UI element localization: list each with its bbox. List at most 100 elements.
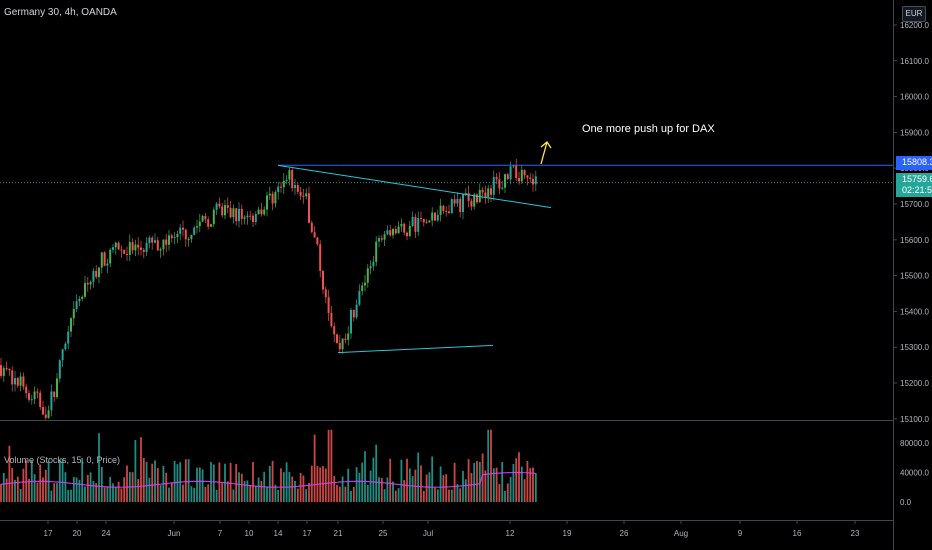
volume-axis: 80000.0 40000.0 0.0 xyxy=(900,439,929,507)
candle-body xyxy=(131,242,134,251)
volume-bar xyxy=(81,457,84,502)
candle-body xyxy=(106,263,109,266)
volume-bar xyxy=(165,472,168,502)
price-tick-label: 15600.0 xyxy=(900,236,929,245)
price-tick-label: 16000.0 xyxy=(900,93,929,102)
candle-body xyxy=(431,212,434,221)
candle-body xyxy=(324,289,327,298)
candle-body xyxy=(47,410,50,418)
candle-body xyxy=(226,205,229,208)
candle-body xyxy=(75,301,78,309)
volume-bar xyxy=(333,476,336,502)
price-tick-label: 15400.0 xyxy=(900,307,929,316)
candle-body xyxy=(378,238,380,242)
candle-body xyxy=(400,223,403,227)
candle-body xyxy=(134,244,137,251)
volume-bar xyxy=(526,460,529,502)
candle-body xyxy=(50,391,53,411)
volume-bar xyxy=(201,469,204,502)
volume-bar xyxy=(112,483,114,502)
volume-bar xyxy=(453,462,456,502)
volume-bar xyxy=(72,477,75,502)
candle-body xyxy=(148,237,151,243)
candle-body xyxy=(204,216,207,220)
candle-body xyxy=(277,186,280,193)
volume-bar xyxy=(467,459,470,502)
time-tick-label: 23 xyxy=(851,529,860,538)
volume-bar xyxy=(254,485,257,502)
volume-bar xyxy=(425,474,428,502)
candle-body xyxy=(534,176,537,185)
candle-body xyxy=(98,267,100,277)
volume-bar xyxy=(246,480,249,502)
candle-body xyxy=(19,376,22,386)
candle-body xyxy=(291,170,294,189)
candle-body xyxy=(417,218,420,232)
candle-body xyxy=(89,281,92,285)
time-tick-label: 26 xyxy=(620,529,629,538)
candle-body xyxy=(330,313,333,327)
candle-body xyxy=(274,192,277,204)
volume-bar xyxy=(151,463,154,502)
time-axis: 17 20 24 Jun 7 10 14 17 21 25 Jul 12 19 26 Aug 9 16 23 xyxy=(44,520,860,538)
volume-bar xyxy=(313,434,316,502)
candle-body xyxy=(341,338,344,350)
candle-body xyxy=(394,229,397,234)
candle-body xyxy=(232,208,235,218)
candle-body xyxy=(492,177,495,195)
volume-bar xyxy=(518,452,520,502)
volume-bar xyxy=(350,490,352,502)
candle-body xyxy=(235,208,238,222)
candle-body xyxy=(358,291,361,305)
volume-tick-label: 40000.0 xyxy=(900,469,929,478)
candle-body xyxy=(322,270,324,290)
time-tick-label: 16 xyxy=(793,529,802,538)
candle-body xyxy=(36,391,39,393)
volume-bar xyxy=(436,489,439,502)
time-tick-label: 12 xyxy=(506,529,515,538)
candle-body xyxy=(411,216,414,226)
volume-bar xyxy=(442,475,445,502)
volume-bar xyxy=(268,465,271,502)
time-tick-label: 19 xyxy=(563,529,572,538)
time-tick-label: 21 xyxy=(334,529,343,538)
volume-bar xyxy=(28,478,30,502)
volume-bar xyxy=(140,437,142,502)
volume-bar xyxy=(257,477,260,502)
resistance-price-tag: 15808.3 xyxy=(896,156,932,170)
volume-bar xyxy=(137,479,140,502)
candle-body xyxy=(484,192,487,198)
volume-bar xyxy=(487,429,490,502)
volume-bar xyxy=(403,480,406,502)
candle-body xyxy=(159,249,162,251)
volume-bar xyxy=(484,470,487,502)
candle-body xyxy=(518,178,520,182)
candle-body xyxy=(305,193,308,197)
candle-body xyxy=(285,179,288,181)
volume-bar xyxy=(347,468,350,502)
volume-bar xyxy=(481,453,484,502)
time-tick-label: 25 xyxy=(379,529,388,538)
candle-body xyxy=(420,218,422,220)
candle-body xyxy=(162,239,165,250)
currency-badge[interactable]: EUR xyxy=(902,6,926,22)
volume-bar xyxy=(148,477,151,502)
candle-body xyxy=(210,224,212,227)
candle-body xyxy=(92,270,95,282)
candle-body xyxy=(44,414,47,418)
candle-body xyxy=(95,270,98,277)
candle-body xyxy=(25,386,28,394)
volume-bar xyxy=(11,468,14,502)
volume-bar xyxy=(294,480,296,502)
candle-body xyxy=(280,186,282,188)
volume-bar xyxy=(498,484,501,502)
volume-bar xyxy=(173,460,176,502)
candle-body xyxy=(439,205,442,215)
candle-body xyxy=(229,207,232,218)
candle-body xyxy=(327,297,330,314)
volume-bar xyxy=(445,474,448,502)
volume-bar xyxy=(271,461,274,502)
volume-bar xyxy=(431,456,434,502)
candle-body xyxy=(170,235,173,239)
